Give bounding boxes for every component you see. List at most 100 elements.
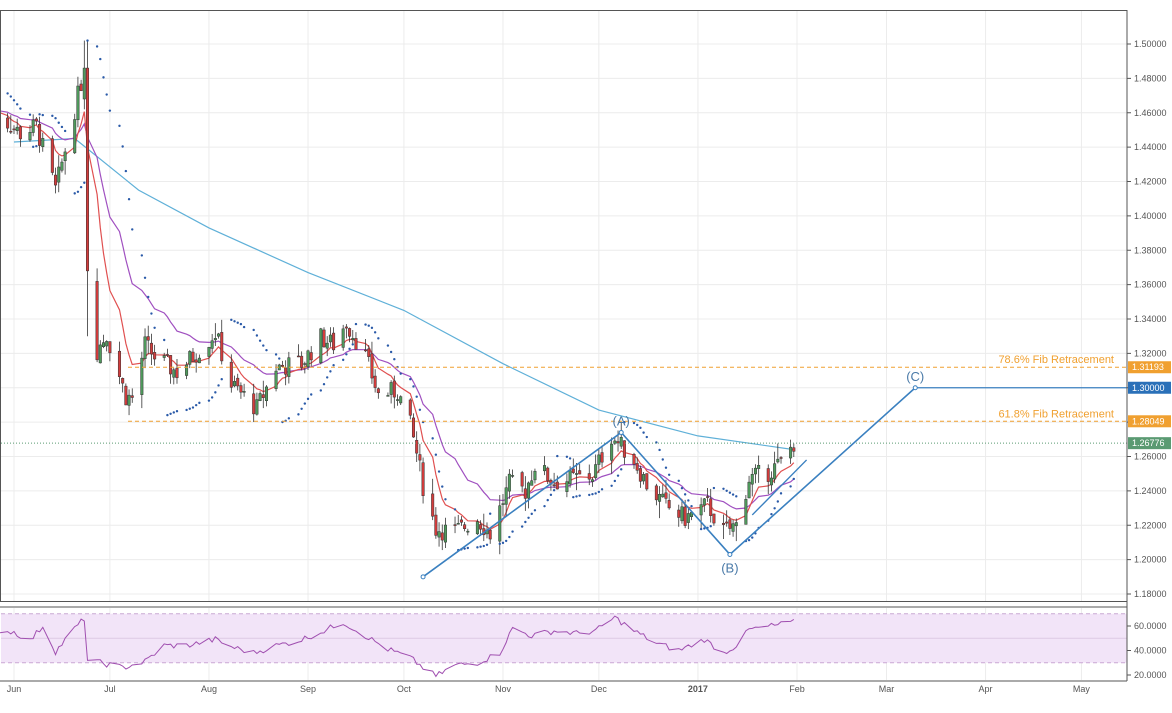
candle-body xyxy=(507,473,511,492)
time-tick-label: 2017 xyxy=(688,684,708,694)
price-tick-label: 1.40000 xyxy=(1134,211,1167,221)
candle-body xyxy=(622,440,626,458)
candle-body xyxy=(610,443,614,461)
candle-body xyxy=(731,523,735,532)
sar-dot xyxy=(441,485,444,488)
sar-dot xyxy=(773,507,776,510)
sar-dot xyxy=(690,504,693,508)
candle-body xyxy=(776,458,780,463)
candle-body xyxy=(773,463,777,480)
candle-body xyxy=(233,381,237,387)
candle-body xyxy=(364,349,368,352)
sar-dot xyxy=(150,312,153,315)
price-tick-label: 1.48000 xyxy=(1134,73,1167,83)
sar-dot xyxy=(63,129,67,133)
candle-body xyxy=(702,498,706,506)
sar-dot xyxy=(310,393,313,396)
sar-dot xyxy=(191,406,195,409)
sar-dot xyxy=(437,470,441,473)
candle-body xyxy=(699,504,703,516)
candle-body xyxy=(721,522,725,525)
candle-body xyxy=(309,352,313,361)
candle-body xyxy=(146,336,150,341)
candle-body xyxy=(568,470,572,485)
candle-body xyxy=(101,342,105,348)
fib-price-badge-label: 1.31193 xyxy=(1132,362,1164,372)
candle-body xyxy=(520,472,524,487)
sar-dot xyxy=(444,498,447,501)
candle-body xyxy=(210,340,214,349)
sar-dot xyxy=(792,477,796,481)
candle-body xyxy=(543,465,547,472)
sar-dot xyxy=(121,145,124,148)
candle-body xyxy=(437,531,441,538)
ma-200-path xyxy=(13,137,794,451)
price-badges: 1.31193 1.28049 1.26776 1.30000 xyxy=(1128,361,1171,450)
candle-body xyxy=(661,493,665,498)
candle-body xyxy=(757,465,761,469)
sar-dot xyxy=(233,320,236,323)
sar-dot xyxy=(632,421,636,425)
sar-dot xyxy=(306,397,310,401)
sar-dot xyxy=(735,495,738,498)
sar-dot xyxy=(479,545,482,548)
candle-body xyxy=(264,386,268,402)
candle-body xyxy=(12,128,16,131)
candle-body xyxy=(130,395,134,398)
sar-dot xyxy=(172,411,175,414)
sar-dot xyxy=(169,412,172,415)
sar-dot xyxy=(667,473,671,476)
candle-body xyxy=(616,441,620,444)
sar-dot xyxy=(127,197,131,201)
candle-body xyxy=(325,342,329,349)
candle-body xyxy=(431,493,435,517)
sar-dot xyxy=(658,448,661,452)
sar-dot xyxy=(524,520,527,524)
time-tick-label: May xyxy=(1073,684,1091,694)
candle-body xyxy=(341,328,345,348)
sar-dot xyxy=(488,512,492,515)
candle-body xyxy=(638,468,642,482)
candle-body xyxy=(530,480,534,486)
sar-dot xyxy=(409,378,412,381)
fib-price-badge-label: 1.28049 xyxy=(1132,416,1165,426)
candle-body xyxy=(565,481,569,492)
candle-body xyxy=(587,473,591,480)
price-tick-label: 1.44000 xyxy=(1134,142,1167,152)
candle-body xyxy=(191,351,195,362)
sar-dot xyxy=(687,499,690,502)
price-tick-label: 1.36000 xyxy=(1134,280,1167,290)
sar-dot xyxy=(124,169,128,173)
sar-dot xyxy=(373,331,377,334)
rsi-tick-label: 40.0000 xyxy=(1134,646,1167,656)
sar-dot xyxy=(108,109,112,112)
ma-slow-line xyxy=(0,110,795,510)
sar-dot xyxy=(252,328,255,332)
rsi-line xyxy=(0,615,795,678)
sar-dot xyxy=(482,544,485,548)
candle-body xyxy=(261,394,265,398)
time-tick-label: Oct xyxy=(397,684,412,694)
ma-slow-path xyxy=(0,110,795,510)
wave-label: (B) xyxy=(721,560,738,575)
candle-body xyxy=(18,126,22,140)
candle-body xyxy=(354,338,358,350)
wave-point xyxy=(912,385,918,391)
candle-body xyxy=(418,454,422,461)
candle-body xyxy=(728,519,732,529)
candle-body xyxy=(725,521,729,524)
sar-dot xyxy=(35,144,38,148)
candle-body xyxy=(571,468,575,473)
sar-dot xyxy=(645,435,648,439)
price-tick-label: 1.22000 xyxy=(1134,520,1167,530)
candle-body xyxy=(498,505,502,542)
candle-body xyxy=(300,355,304,368)
last-price-badge-label: 1.26776 xyxy=(1132,438,1165,448)
candle-body xyxy=(399,396,403,404)
sar-dot xyxy=(600,488,604,491)
candle-body xyxy=(79,83,83,91)
sar-dot xyxy=(466,546,470,550)
candle-body xyxy=(779,457,783,459)
sar-dot xyxy=(102,76,105,79)
